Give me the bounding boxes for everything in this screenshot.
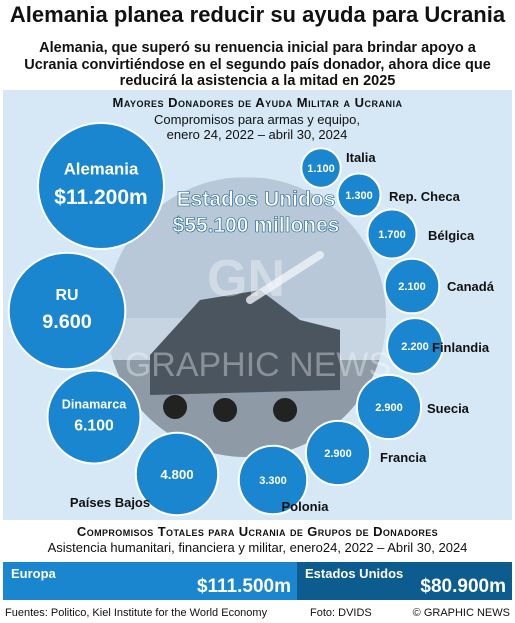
bubble-ru (7, 251, 127, 371)
bubble-value-label: 1.700 (378, 229, 406, 241)
center-photo (106, 177, 386, 457)
center-country-label: Estados Unidos (177, 188, 336, 211)
bar-estados-unidos-value: $80.900m (420, 576, 506, 597)
bubble-value-label: 2.100 (398, 281, 426, 293)
bubble-name-label: Canadá (447, 279, 495, 294)
bubble-value-label: 4.800 (160, 467, 193, 482)
bubble-value-label: 2.900 (375, 402, 403, 414)
bar-europa-value: $111.500m (196, 576, 291, 597)
bar-estados-unidos-name: Estados Unidos (305, 566, 404, 581)
bubble-alemania (37, 122, 165, 250)
copyright: © GRAPHIC NEWS (412, 607, 510, 619)
sources-text: Fuentes: Politico, Kiel Institute for th… (5, 607, 268, 619)
bubble-value-label: 2.900 (324, 448, 352, 460)
bubble-value-label: 6.100 (74, 417, 114, 434)
bubble-canad- (383, 257, 441, 315)
bubble-name-label: Polonia (282, 499, 330, 514)
bubble-name-label: Francia (380, 450, 427, 465)
center-value-label: $55.100 millones (173, 214, 340, 237)
bubble-rep-checa (336, 172, 382, 218)
bubble-finlandia (386, 317, 444, 375)
footer: Fuentes: Politico, Kiel Institute for th… (0, 604, 515, 623)
bubble-name-label: Alemania (64, 159, 139, 178)
headline: Alemania planea reducir su ayuda para Uc… (9, 2, 506, 27)
bubble-name-label: Italia (346, 150, 376, 165)
bar-europa-name: Europa (11, 566, 56, 581)
photo-credit: Foto: DVIDS (310, 607, 372, 619)
bubble-b-lgica (366, 208, 418, 260)
bubble-name-label: Bélgica (428, 228, 475, 243)
launcher-vehicle-shape (150, 290, 340, 395)
totals-title: Compromisos Totales para Ucrania de Grup… (76, 524, 439, 539)
bubble-francia (304, 419, 372, 487)
bubble-value-label: 2.200 (401, 341, 429, 353)
bubble-dinamarca (46, 369, 142, 465)
bubble-value-label: $11.200m (54, 186, 147, 209)
chart-title: Mayores Donadores de Ayuda Militar a Ucr… (112, 95, 403, 110)
watermark-text: GRAPHIC NEWS (125, 346, 391, 384)
bubble-italia (300, 147, 342, 189)
bubble-value-label: 1.300 (345, 190, 373, 202)
bar-estados-unidos: Estados Unidos $80.900m (297, 562, 512, 600)
bubble-name-label: Rep. Checa (389, 189, 461, 204)
watermark-logo: GN (207, 250, 285, 308)
watermark: GN GRAPHIC NEWS (125, 250, 391, 384)
bubble-value-label: 9.600 (42, 311, 92, 333)
bubble-value-label: 1.100 (307, 163, 335, 175)
bubble-name-label: Finlandia (432, 340, 490, 355)
bubble-name-label: Países Bajos (70, 495, 150, 510)
bubble-polonia (237, 444, 309, 516)
intro-text: Alemania, que superó su renuencia inicia… (24, 40, 491, 89)
bubble-name-label: RU (56, 287, 79, 304)
bubble-name-label: Suecia (427, 401, 470, 416)
totals-subtitle: Asistencia humanitari, financiera y mili… (47, 540, 468, 555)
bubble-suecia (355, 373, 423, 441)
bubble-name-label: Dinamarca (62, 397, 127, 411)
bar-europa: Europa $111.500m (3, 562, 297, 600)
bubble-pa-ses-bajos (134, 431, 220, 517)
chart-subtitle: Compromisos para armas y equipo, enero 2… (154, 112, 360, 142)
bubble-value-label: 3.300 (259, 475, 287, 487)
